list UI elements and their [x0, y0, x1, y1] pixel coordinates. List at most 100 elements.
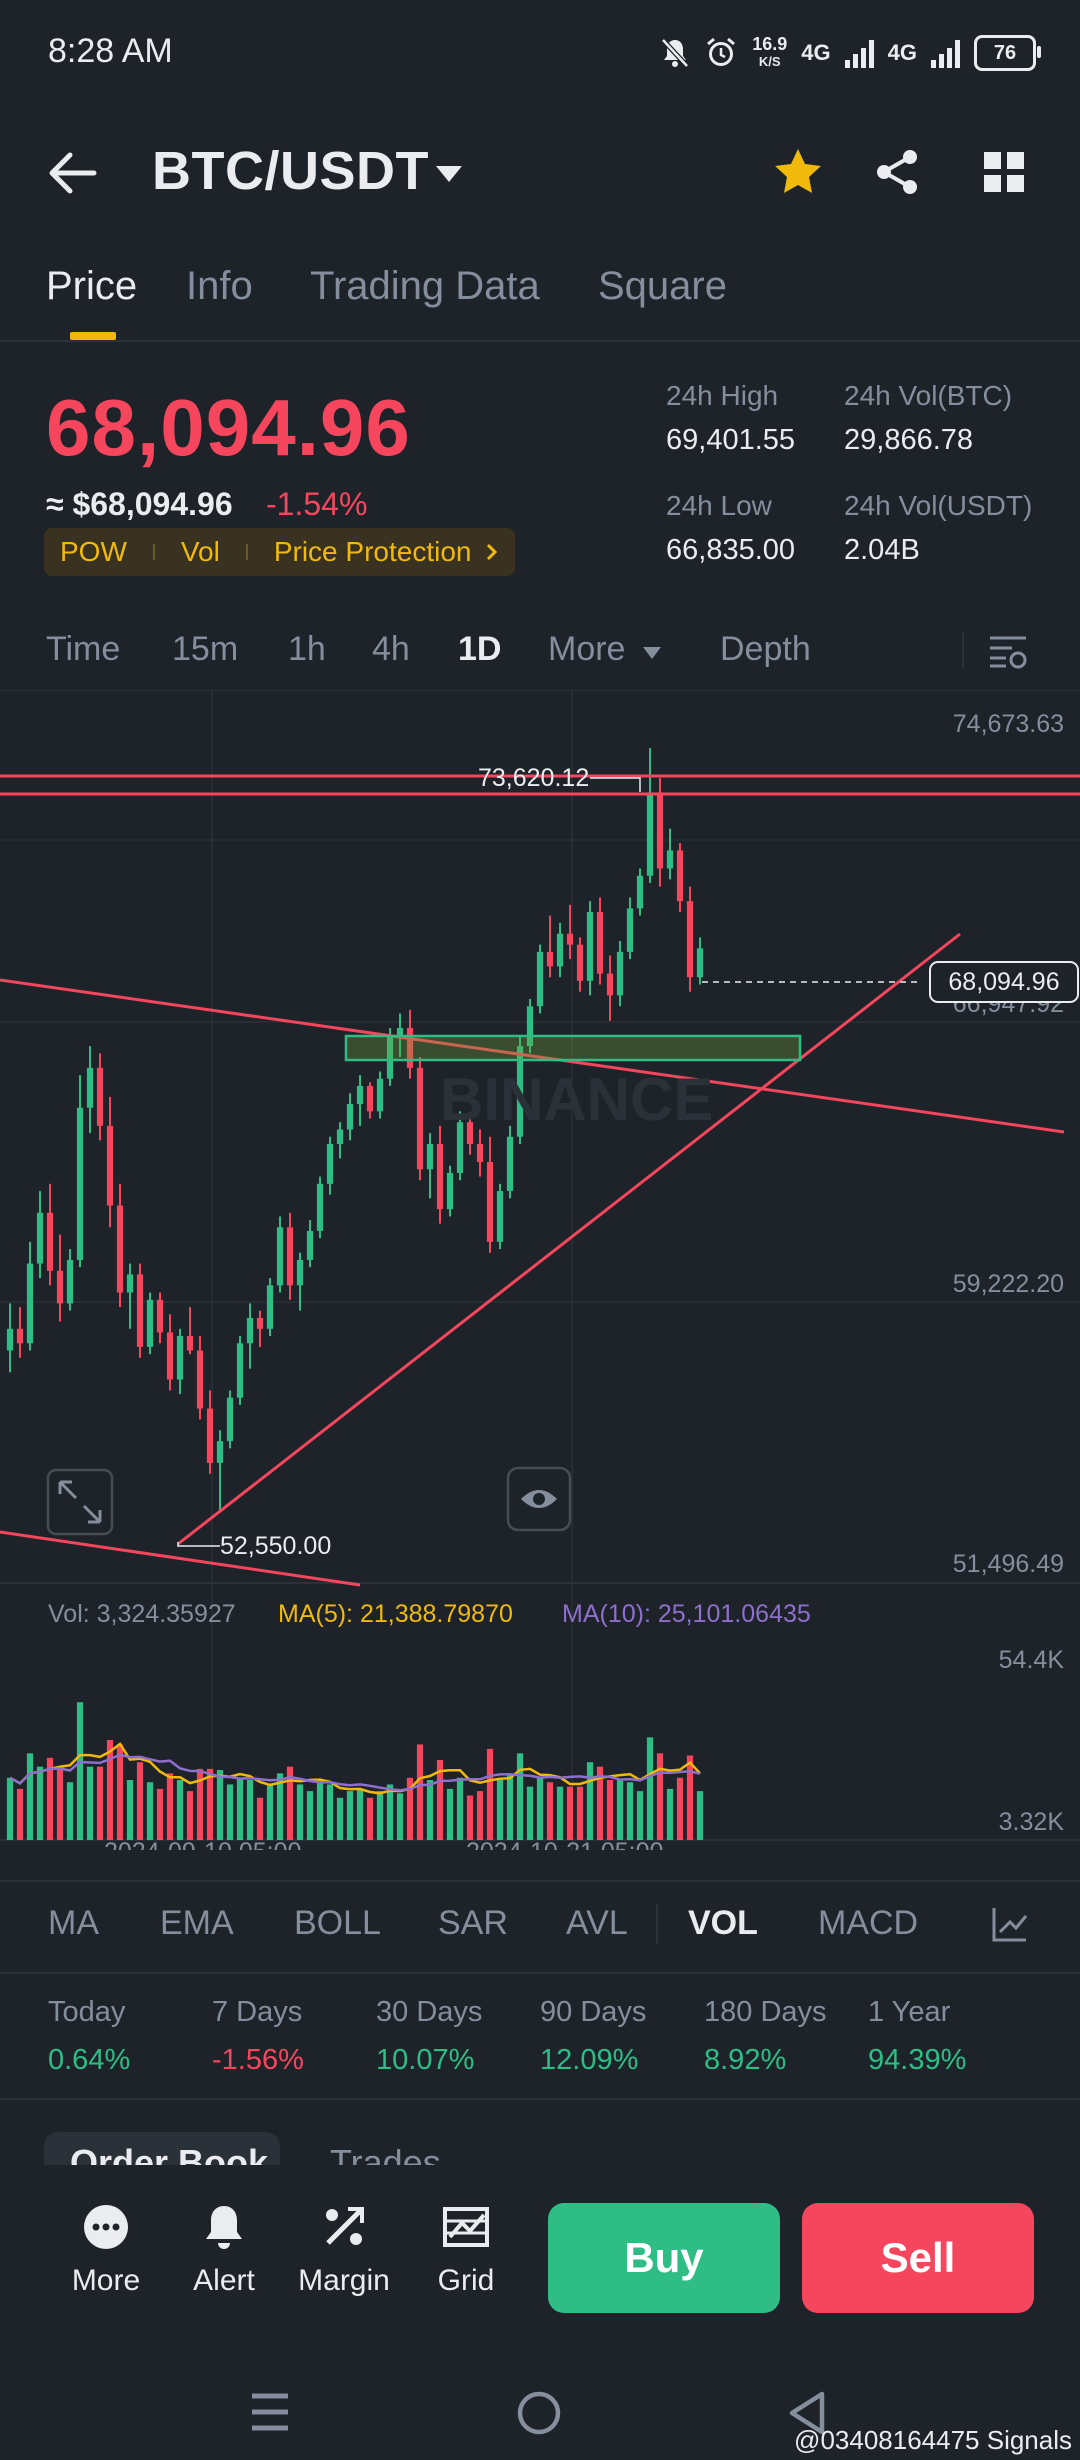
binance-watermark: BINANCE — [440, 1066, 713, 1133]
indicator-settings-icon[interactable] — [990, 1904, 1030, 1944]
status-icons: 16.9 K/S 4G 4G 76 — [660, 30, 1041, 76]
volume-bar — [346, 1791, 354, 1840]
candle — [386, 1035, 394, 1079]
grid-button[interactable]: Grid — [416, 2203, 516, 2298]
tag-row[interactable]: POW Vol Price Protection — [44, 528, 516, 576]
home-icon[interactable] — [516, 2390, 562, 2436]
volume-bar — [206, 1768, 214, 1840]
alert-button[interactable]: Alert — [174, 2203, 274, 2298]
net-speed: 16.9 K/S — [752, 35, 787, 71]
candle — [96, 1067, 104, 1126]
grid-menu-icon[interactable] — [982, 150, 1026, 194]
candle — [676, 850, 684, 902]
volume-bar — [296, 1784, 304, 1840]
candle — [646, 792, 654, 876]
signal-icon — [931, 38, 960, 68]
page-title[interactable]: BTC/USDT — [152, 141, 429, 201]
candle — [116, 1205, 124, 1293]
chart-settings-icon[interactable] — [988, 634, 1028, 670]
volume-bar — [476, 1791, 484, 1840]
candle — [596, 912, 604, 974]
ind-sar[interactable]: SAR — [438, 1904, 508, 1942]
perf-value-180d: 8.92% — [704, 2044, 787, 2076]
tf-4h[interactable]: 4h — [372, 630, 410, 668]
recent-apps-icon[interactable] — [248, 2392, 292, 2432]
high-value: 69,401.55 — [666, 424, 796, 456]
volume-bar — [46, 1757, 54, 1840]
volume-bar — [106, 1740, 114, 1840]
volume-bar — [686, 1755, 694, 1840]
tab-square[interactable]: Square — [598, 264, 727, 308]
ind-ema[interactable]: EMA — [160, 1904, 234, 1942]
candle — [16, 1328, 24, 1344]
more-button[interactable]: More — [56, 2203, 156, 2298]
star-icon[interactable] — [772, 146, 824, 198]
low-value: 66,835.00 — [666, 534, 796, 566]
buy-button[interactable]: Buy — [548, 2203, 780, 2313]
volume-bar — [606, 1780, 614, 1840]
sell-button[interactable]: Sell — [802, 2203, 1034, 2313]
tf-1h[interactable]: 1h — [288, 630, 326, 668]
ind-macd[interactable]: MACD — [818, 1904, 919, 1942]
perf-label-30d: 30 Days — [376, 1996, 483, 2028]
candle — [316, 1183, 324, 1231]
back-icon[interactable] — [786, 2390, 826, 2436]
ind-avl[interactable]: AVL — [566, 1904, 628, 1942]
volume-bar — [366, 1797, 374, 1840]
ind-ma[interactable]: MA — [48, 1904, 99, 1942]
price-usd: ≈ $68,094.96 — [46, 486, 233, 522]
footer-watermark: @03408164475 Signals — [794, 2425, 1072, 2455]
candle — [86, 1067, 94, 1108]
share-icon[interactable] — [874, 148, 922, 196]
tf-depth[interactable]: Depth — [720, 630, 811, 668]
system-nav-bar: @03408164475 Signals — [0, 2360, 1080, 2460]
tab-price[interactable]: Price — [46, 264, 138, 308]
volume-bar — [406, 1777, 414, 1840]
vol-label: Vol: 3,324.35927 — [48, 1600, 236, 1628]
tag-pow: POW — [60, 536, 127, 567]
network-type-1: 4G — [801, 40, 831, 65]
candle — [526, 1006, 534, 1047]
candle — [616, 951, 624, 996]
candle — [246, 1317, 254, 1344]
candle — [306, 1230, 314, 1260]
vol-usdt-value: 2.04B — [844, 534, 920, 566]
candle — [276, 1227, 284, 1286]
volume-bar — [496, 1780, 504, 1840]
volume-bar — [146, 1782, 154, 1840]
price-chart[interactable]: 73,620.12 52,550.00 74,673.63 66,947.92 … — [0, 690, 1080, 1850]
volume-bar — [416, 1744, 424, 1840]
back-arrow-icon[interactable] — [48, 150, 98, 196]
volume-bar — [186, 1791, 194, 1840]
ind-boll[interactable]: BOLL — [294, 1904, 381, 1942]
tf-more[interactable]: More — [548, 630, 626, 668]
volume-bar — [76, 1702, 84, 1840]
tf-time[interactable]: Time — [46, 630, 121, 668]
perf-value-1y: 94.39% — [868, 2044, 967, 2076]
date-tick: 2024-09-10 05:00 — [104, 1838, 301, 1850]
high-marker: 73,620.12 — [478, 764, 589, 792]
candle — [36, 1212, 44, 1264]
volume-bars — [6, 1702, 704, 1840]
volume-bar — [56, 1766, 64, 1840]
expand-icon[interactable] — [46, 1468, 114, 1536]
tf-1d[interactable]: 1D — [458, 630, 502, 668]
status-time: 8:28 AM — [48, 32, 173, 70]
volume-bar — [196, 1768, 204, 1840]
divider — [962, 632, 964, 668]
chevron-down-icon[interactable] — [434, 164, 464, 184]
eye-icon[interactable] — [506, 1466, 572, 1532]
tab-trading-data[interactable]: Trading Data — [310, 264, 540, 308]
candle — [606, 973, 614, 996]
ascending-trendline — [177, 932, 961, 1546]
tab-info[interactable]: Info — [186, 264, 253, 308]
ind-vol[interactable]: VOL — [688, 1904, 758, 1942]
volume-bar — [486, 1748, 494, 1840]
volume-bar — [226, 1784, 234, 1840]
tf-15m[interactable]: 15m — [172, 630, 239, 668]
candle — [566, 933, 574, 945]
candle — [406, 1027, 414, 1068]
indicator-bar: MA EMA BOLL SAR AVL VOL MACD — [0, 1880, 1080, 1974]
margin-button[interactable]: Margin — [294, 2203, 394, 2298]
perf-label-1y: 1 Year — [868, 1996, 951, 2028]
